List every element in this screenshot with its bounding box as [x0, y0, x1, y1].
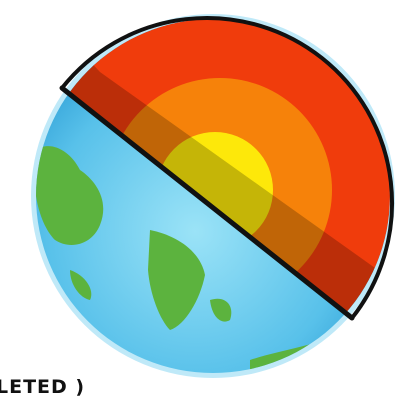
cut-edge: [59, 85, 355, 321]
cut-shadow: [40, 40, 390, 330]
caption: LETED ): [0, 376, 86, 398]
cut-outline: [60, 15, 395, 320]
